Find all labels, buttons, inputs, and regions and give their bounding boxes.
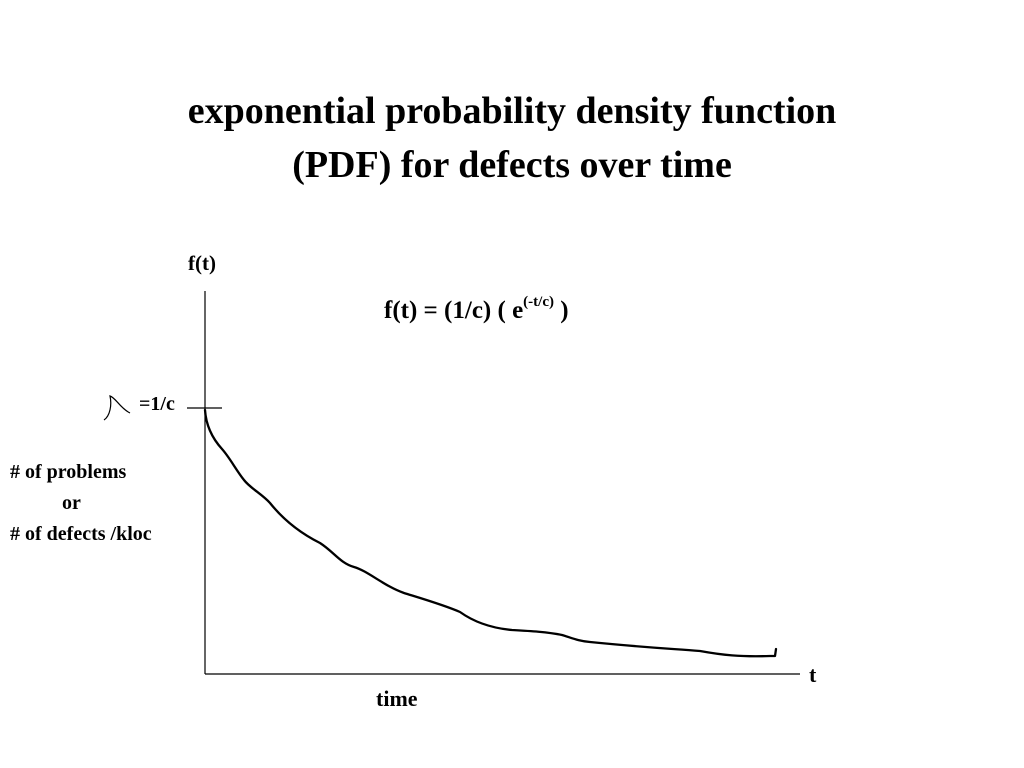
y-label-line-3: # of defects /kloc — [10, 523, 152, 545]
formula-close: ) — [553, 297, 569, 324]
slide-title: exponential probability density function… — [0, 84, 1024, 192]
y-label-line-1: # of problems — [10, 461, 127, 483]
intercept-label: =1/c — [139, 393, 175, 415]
y-label-line-2: or — [62, 492, 81, 514]
title-line-1: exponential probability density function — [187, 90, 837, 132]
title-line-2: (PDF) for defects over time — [292, 144, 732, 186]
y-axis-symbol: f(t) — [188, 251, 216, 275]
x-axis-label: time — [376, 686, 418, 711]
pdf-formula: f(t) = (1/c) ( e(-t/c) ) — [384, 294, 569, 325]
formula-exponent: (-t/c) — [523, 294, 554, 310]
decay-curve — [203, 408, 778, 658]
formula-main: f(t) = (1/c) ( e — [384, 297, 524, 324]
intercept-mark — [103, 395, 131, 421]
x-axis-symbol: t — [809, 662, 817, 687]
